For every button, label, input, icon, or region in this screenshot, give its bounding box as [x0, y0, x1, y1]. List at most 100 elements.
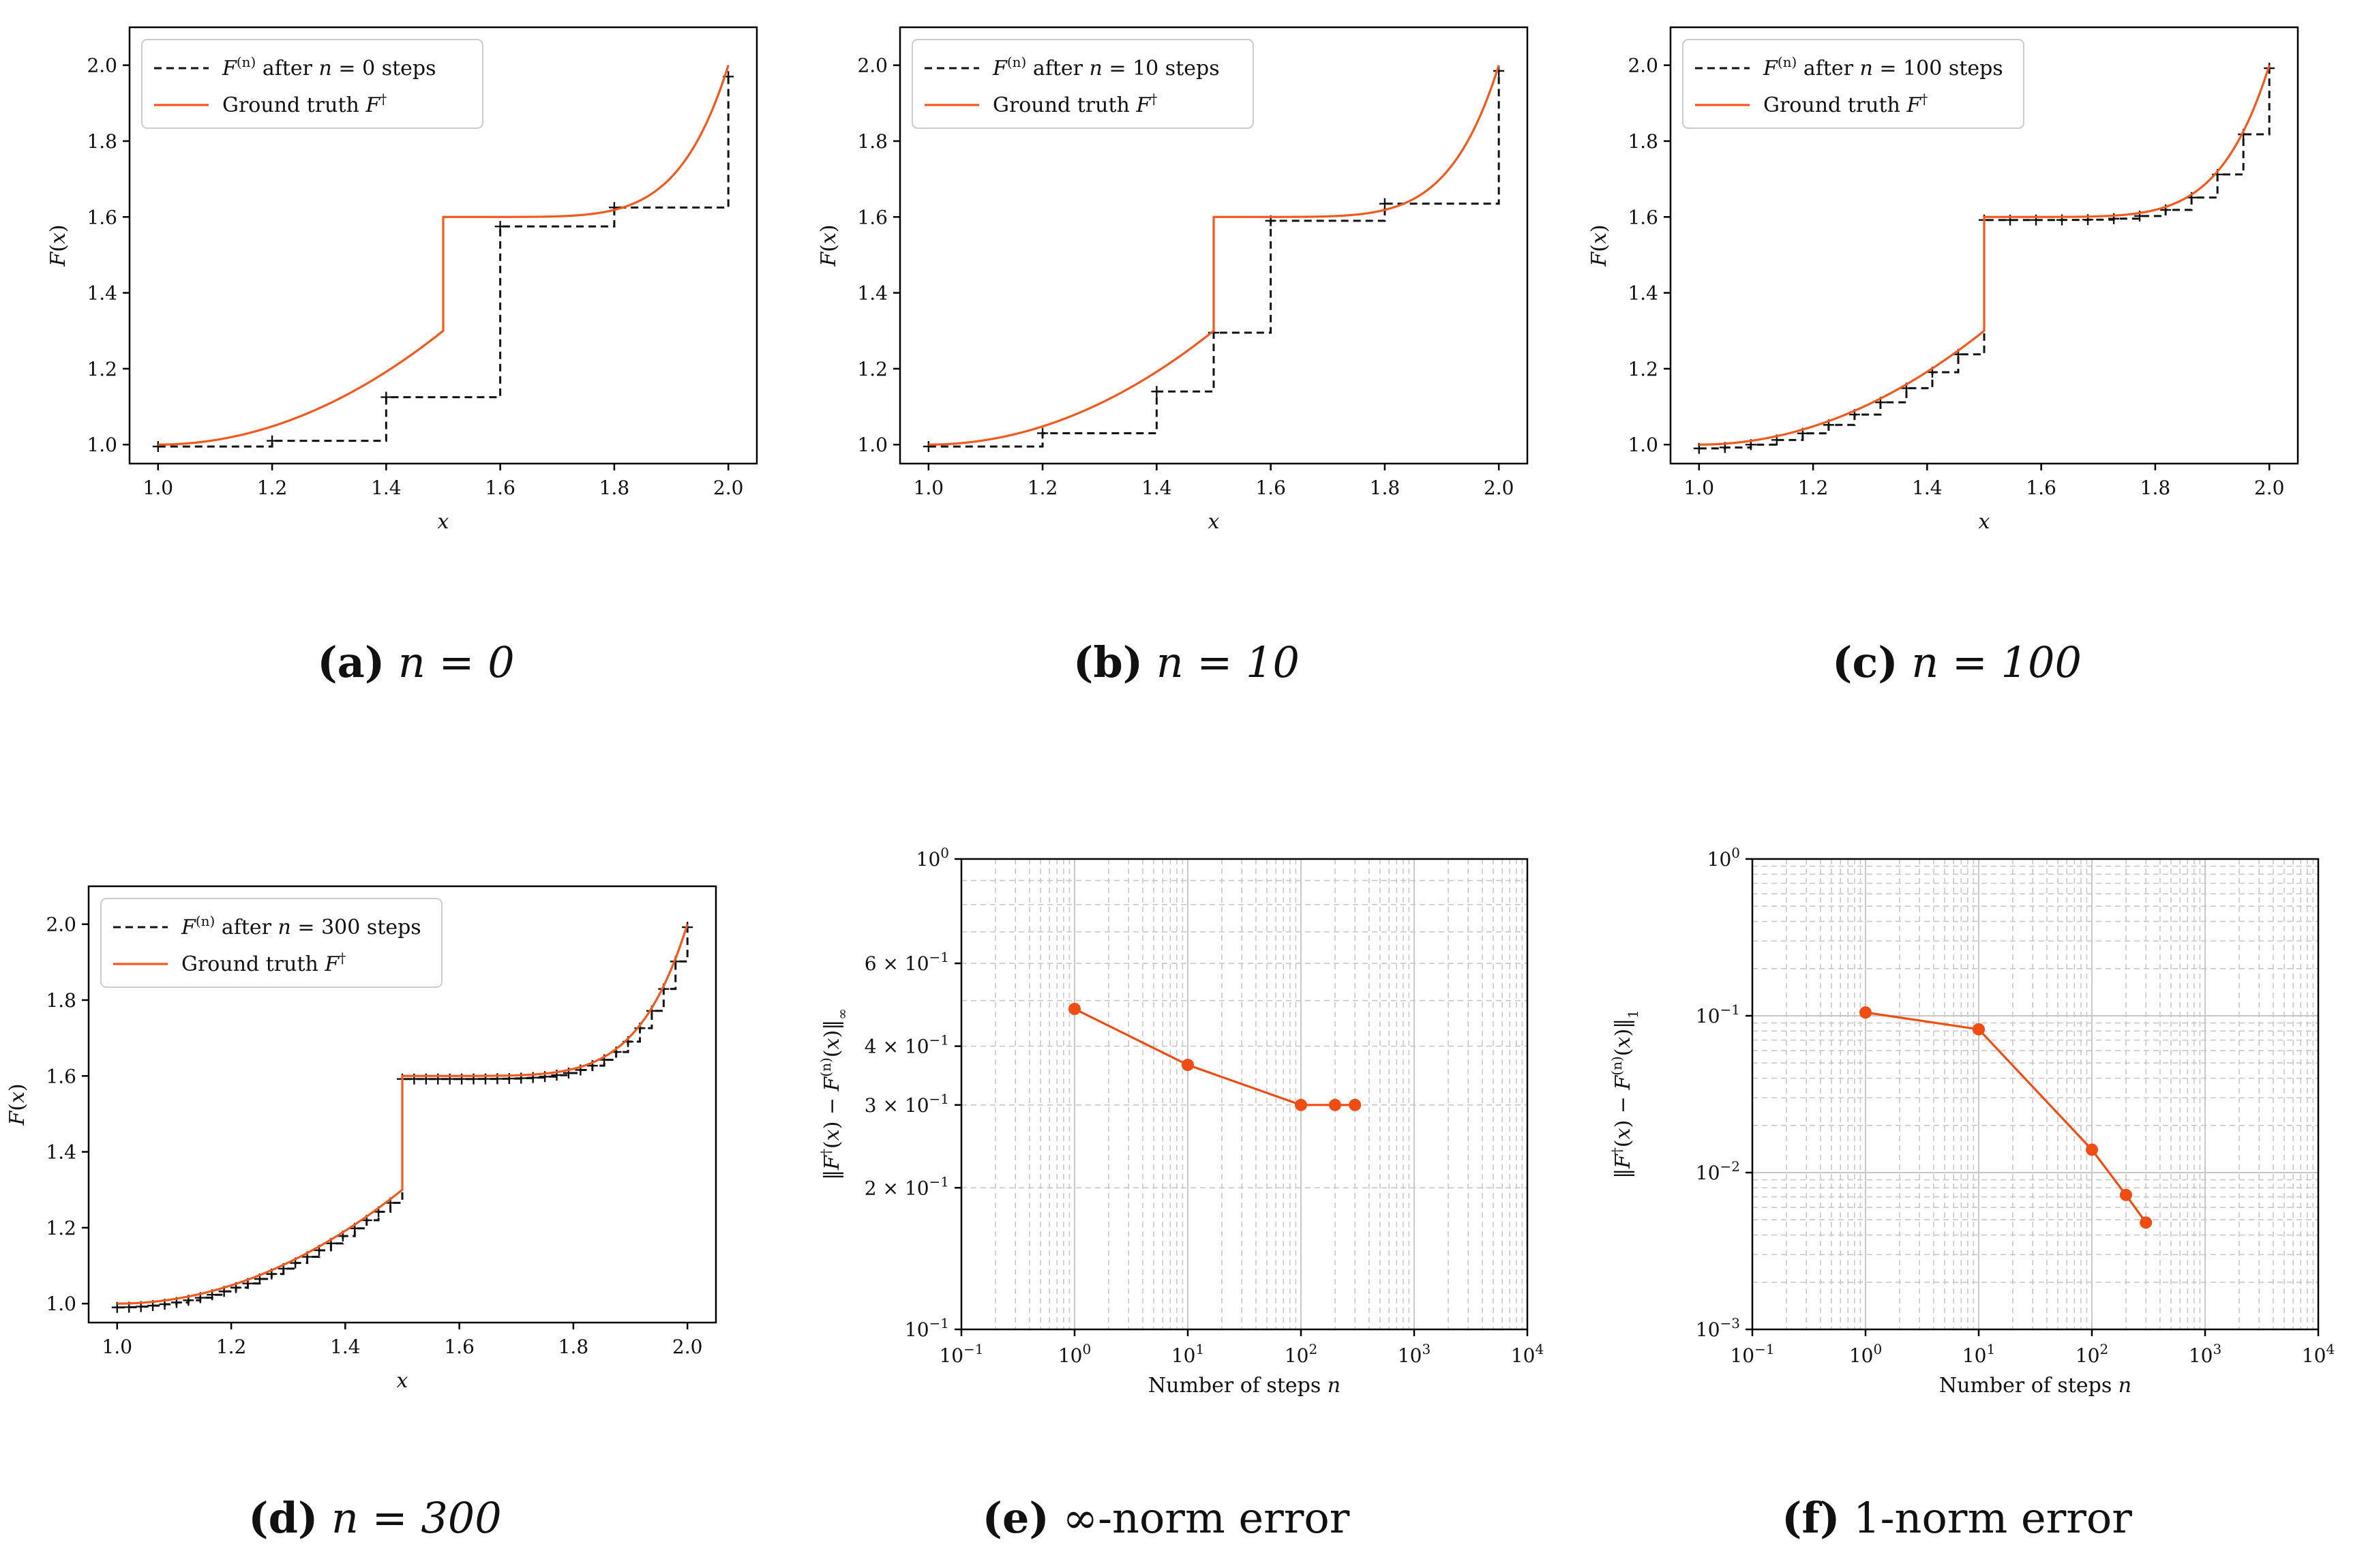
y-axis-label: F(x)	[1587, 224, 1611, 267]
legend-truth-label: Ground truth F†	[222, 91, 387, 117]
y-axis-label: F(x)	[46, 224, 70, 267]
y-tick-label: 2.0	[857, 55, 888, 77]
legend-approx-label: F(n) after n = 0 steps	[222, 54, 436, 80]
y-tick-label: 1.0	[1628, 434, 1658, 456]
caption-c-text: n = 100	[1911, 637, 2082, 687]
x-tick-label: 1.6	[485, 477, 515, 499]
panel-a: 1.0 1.2 1.4 1.6 1.8 2.0 1.0 1.2 1.4 1.6 1.8 2.0 x F(x…	[41, 7, 791, 545]
approx-plus-marker	[923, 440, 934, 452]
approx-plus-marker	[1693, 442, 1705, 454]
axes-frame	[960, 858, 1529, 1331]
y-tick-label: 4 × 10−1	[865, 1032, 949, 1058]
x-tick-label: 1.0	[102, 1336, 133, 1358]
x-tick-label: 102	[1285, 1341, 1317, 1367]
y-tick-label: 1.0	[857, 434, 888, 456]
x-tick-label: 103	[1398, 1341, 1431, 1367]
x-tick-label: 2.0	[672, 1336, 703, 1358]
approx-plus-marker	[380, 391, 392, 403]
caption-e: (e) ∞-norm error	[791, 1493, 1541, 1543]
caption-a: (a) n = 0	[41, 637, 791, 687]
y-tick-label: 1.2	[857, 358, 888, 380]
x-tick-label: 1.0	[1684, 477, 1715, 499]
panel-f: 10−1 100 101 102 103 104 10−3 10−2 10−1 100 Number…	[1582, 839, 2335, 1404]
y-tick-label: 100	[916, 845, 949, 871]
ground-truth-line	[928, 65, 1500, 446]
panel-b: 1.0 1.2 1.4 1.6 1.8 2.0 1.0 1.2 1.4 1.6 1.8 2.0 x F(x…	[811, 7, 1561, 545]
y-tick-label: 1.8	[87, 130, 117, 153]
x-axis-label: x	[1208, 510, 1220, 534]
x-tick-label: 10−1	[1730, 1341, 1774, 1367]
x-tick-label: 101	[1962, 1341, 1995, 1367]
panel-d: 1.0 1.2 1.4 1.6 1.8 2.0 1.0 1.2 1.4 1.6 1.8 2.0 x F(x…	[0, 866, 750, 1404]
error-point	[1973, 1023, 1985, 1036]
caption-d-letter: (d)	[248, 1493, 318, 1543]
x-tick-label: 1.2	[1798, 477, 1829, 499]
x-tick-label: 1.4	[1141, 477, 1172, 499]
approx-series-line	[1698, 68, 2271, 450]
y-tick-label: 2.0	[1628, 55, 1658, 77]
error-series-line	[1074, 1008, 1356, 1106]
x-tick-label: 1.4	[1912, 477, 1943, 499]
x-axis-label: x	[438, 510, 449, 534]
x-tick-label: 2.0	[1484, 477, 1514, 499]
x-tick-label: 1.4	[371, 477, 402, 499]
approx-plus-marker	[152, 440, 164, 452]
panel-c: 1.0 1.2 1.4 1.6 1.8 2.0 1.0 1.2 1.4 1.6 1.8 2.0 x F(x…	[1582, 7, 2332, 545]
y-tick-label: 6 × 10−1	[865, 949, 949, 975]
panel-e: 10−1 100 101 102 103 104 10−1 2 × 10−1 3 × 10−1 4…	[791, 839, 1544, 1404]
caption-b-letter: (b)	[1073, 637, 1143, 687]
y-tick-label: 10−3	[1696, 1315, 1740, 1341]
approx-plus-marker	[608, 202, 620, 213]
error-point	[2140, 1216, 2153, 1229]
legend-box	[141, 39, 483, 129]
caption-a-letter: (a)	[317, 637, 385, 687]
legend-approx-label: F(n) after n = 300 steps	[181, 913, 421, 939]
caption-e-text: ∞-norm error	[1062, 1493, 1350, 1543]
y-tick-label: 1.8	[857, 130, 888, 153]
x-tick-label: 102	[2076, 1341, 2108, 1367]
x-tick-label: 1.6	[2026, 477, 2056, 499]
legend-approx-label: F(n) after n = 10 steps	[992, 54, 1220, 80]
axes-frame	[87, 885, 717, 1324]
legend-truth-label: Ground truth F†	[181, 950, 346, 976]
x-tick-label: 1.2	[216, 1336, 247, 1358]
y-tick-label: 1.0	[87, 434, 117, 456]
x-tick-label: 1.4	[330, 1336, 361, 1358]
y-tick-label: 1.4	[1628, 282, 1658, 305]
x-tick-label: 104	[1511, 1341, 1544, 1367]
legend-box	[912, 39, 1254, 129]
caption-a-text: n = 0	[398, 637, 515, 687]
x-tick-label: 1.0	[143, 477, 174, 499]
error-point	[1859, 1006, 1872, 1019]
caption-b-text: n = 10	[1156, 637, 1300, 687]
approx-plus-marker	[1037, 427, 1049, 439]
error-point	[1182, 1059, 1194, 1072]
x-tick-label: 2.0	[2254, 477, 2285, 499]
y-tick-label: 1.4	[857, 282, 888, 305]
x-axis-label: x	[397, 1369, 408, 1393]
approx-plus-marker	[111, 1301, 123, 1313]
y-tick-label: 1.6	[857, 206, 888, 228]
chart-d: 1.0 1.2 1.4 1.6 1.8 2.0 1.0 1.2 1.4 1.6 1.8 2.0 x F(x…	[5, 885, 717, 1393]
x-tick-label: 10−1	[939, 1341, 983, 1367]
x-axis-label: x	[1979, 510, 1990, 534]
approx-plus-marker	[267, 435, 278, 447]
axes-frame	[899, 26, 1529, 465]
error-point	[1295, 1098, 1307, 1111]
y-tick-label: 2.0	[46, 914, 76, 936]
axes-frame	[1669, 26, 2299, 465]
axes-frame	[128, 26, 758, 465]
y-tick-label: 1.4	[87, 282, 117, 305]
error-point	[1068, 1002, 1081, 1015]
error-point	[2086, 1143, 2098, 1156]
x-tick-label: 104	[2302, 1341, 2335, 1367]
caption-b: (b) n = 10	[811, 637, 1561, 687]
error-point	[1349, 1098, 1362, 1111]
y-tick-label: 1.6	[1628, 206, 1658, 228]
caption-c: (c) n = 100	[1582, 637, 2332, 687]
caption-d: (d) n = 300	[0, 1493, 750, 1543]
caption-f-text: 1-norm error	[1853, 1493, 2132, 1543]
chart-a: 1.0 1.2 1.4 1.6 1.8 2.0 1.0 1.2 1.4 1.6 1.8 2.0 x F(x…	[46, 26, 758, 534]
y-axis-label: ‖F†(x) − F(n)(x)‖∞	[818, 1008, 850, 1180]
y-tick-label: 10−1	[1696, 1001, 1740, 1027]
